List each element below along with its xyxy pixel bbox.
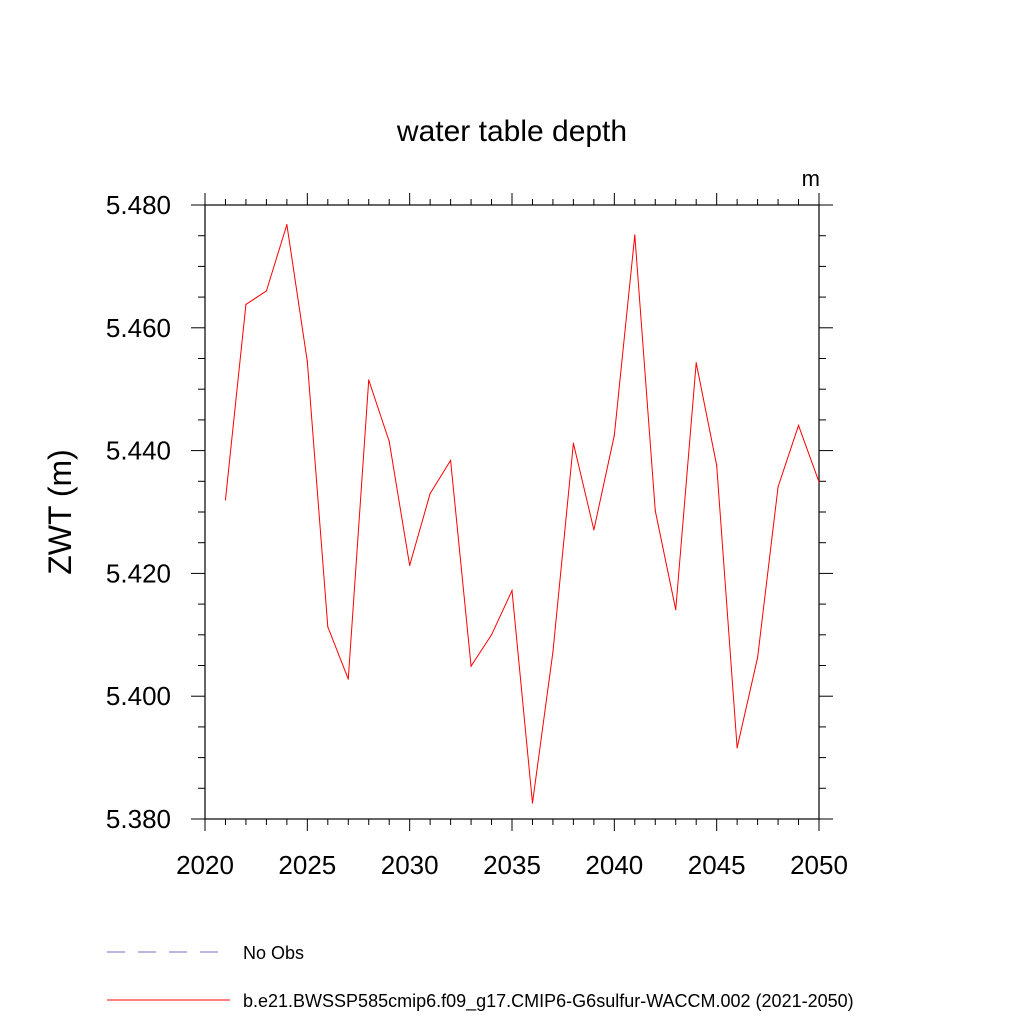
data-point — [224, 499, 227, 501]
data-point — [265, 290, 267, 292]
x-tick-label: 2045 — [688, 850, 746, 880]
data-point — [286, 224, 288, 226]
data-point — [777, 486, 779, 488]
data-point — [716, 464, 718, 466]
x-tick-label: 2025 — [278, 850, 336, 880]
y-tick-label: 5.460 — [106, 313, 171, 343]
chart-title: water table depth — [396, 115, 627, 148]
y-tick-label: 5.400 — [106, 681, 171, 711]
x-tick-label: 2035 — [483, 850, 541, 880]
x-tick-label: 2050 — [790, 850, 848, 880]
data-point — [654, 510, 656, 512]
data-point — [511, 589, 513, 592]
data-point — [327, 626, 329, 628]
data-point — [450, 459, 452, 462]
data-point — [695, 362, 697, 364]
units-label: m — [802, 166, 820, 191]
y-tick-label: 5.420 — [106, 558, 171, 588]
x-tick-label: 2020 — [176, 850, 234, 880]
data-point — [470, 665, 472, 667]
data-point — [552, 651, 554, 653]
data-point — [306, 360, 308, 363]
data-point — [757, 656, 759, 659]
x-tick-label: 2040 — [585, 850, 643, 880]
data-point — [797, 424, 800, 427]
axis-ticks: 2020 2025 2030 2035 2040 2045 2050 5.380 5.400 5.… — [106, 190, 848, 880]
data-point — [613, 434, 615, 436]
legend-label: b.e21.BWSSP585cmip6.f09_g17.CMIP6-G6sulf… — [243, 991, 854, 1012]
data-point — [388, 440, 390, 442]
series-line — [224, 224, 820, 804]
data-point — [245, 303, 247, 306]
data-point — [675, 609, 677, 611]
data-point — [736, 747, 738, 749]
data-point — [429, 492, 431, 495]
data-point — [593, 529, 595, 531]
data-point — [368, 379, 370, 381]
series-layer — [224, 224, 820, 804]
legend: No Obs b.e21.BWSSP585cmip6.f09_g17.CMIP6-… — [107, 943, 854, 1012]
y-tick-label: 5.440 — [106, 436, 171, 466]
data-point — [818, 481, 820, 483]
data-point — [531, 802, 534, 804]
y-tick-label: 5.480 — [106, 190, 171, 220]
y-tick-label: 5.380 — [106, 804, 171, 834]
data-point — [490, 634, 493, 636]
plot-frame — [204, 204, 820, 820]
data-point — [347, 678, 349, 680]
data-point — [634, 234, 636, 236]
y-axis-label: ZWT (m) — [42, 449, 78, 575]
legend-label: No Obs — [243, 943, 304, 963]
data-point — [409, 564, 411, 567]
data-point — [572, 442, 575, 444]
x-tick-label: 2030 — [381, 850, 439, 880]
